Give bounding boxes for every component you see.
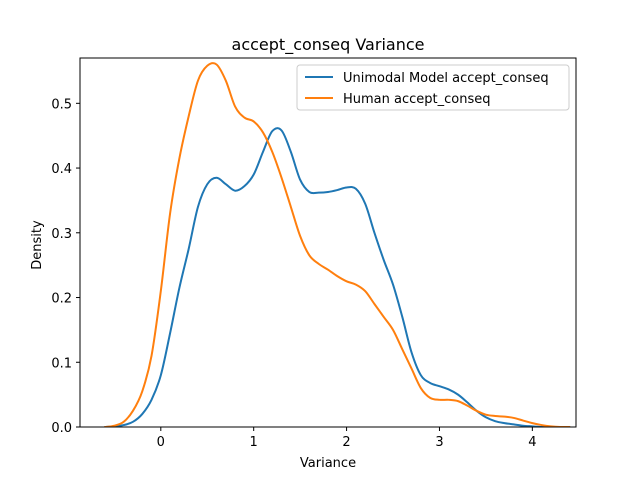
y-tick-label: 0.3 [51, 227, 72, 242]
x-tick-label: 3 [435, 435, 443, 450]
series-line-1 [104, 62, 571, 427]
y-tick-label: 0.0 [51, 421, 72, 436]
y-tick-label: 0.1 [51, 356, 72, 371]
plot-area [104, 62, 571, 427]
chart-title: accept_conseq Variance [232, 35, 425, 55]
x-tick-label: 1 [250, 435, 258, 450]
legend-label-1: Human accept_conseq [343, 92, 491, 107]
y-axis-label: Density [30, 220, 45, 270]
legend: Unimodal Model accept_conseq Human accept… [296, 64, 570, 111]
x-tick-label: 0 [157, 435, 165, 450]
series-line-0 [104, 127, 571, 427]
axes-frame [79, 57, 577, 428]
legend-box [296, 64, 570, 111]
x-tick-label: 2 [342, 435, 350, 450]
y-tick-label: 0.2 [51, 292, 72, 307]
y-tick-label: 0.4 [51, 162, 72, 177]
axes: 0 1 2 3 4 0.0 0.1 0.2 0.3 0.4 0.5 [51, 57, 577, 450]
legend-label-0: Unimodal Model accept_conseq [343, 71, 549, 86]
y-tick-label: 0.5 [51, 97, 72, 112]
x-axis-label: Variance [300, 456, 356, 471]
x-tick-label: 4 [528, 435, 536, 450]
